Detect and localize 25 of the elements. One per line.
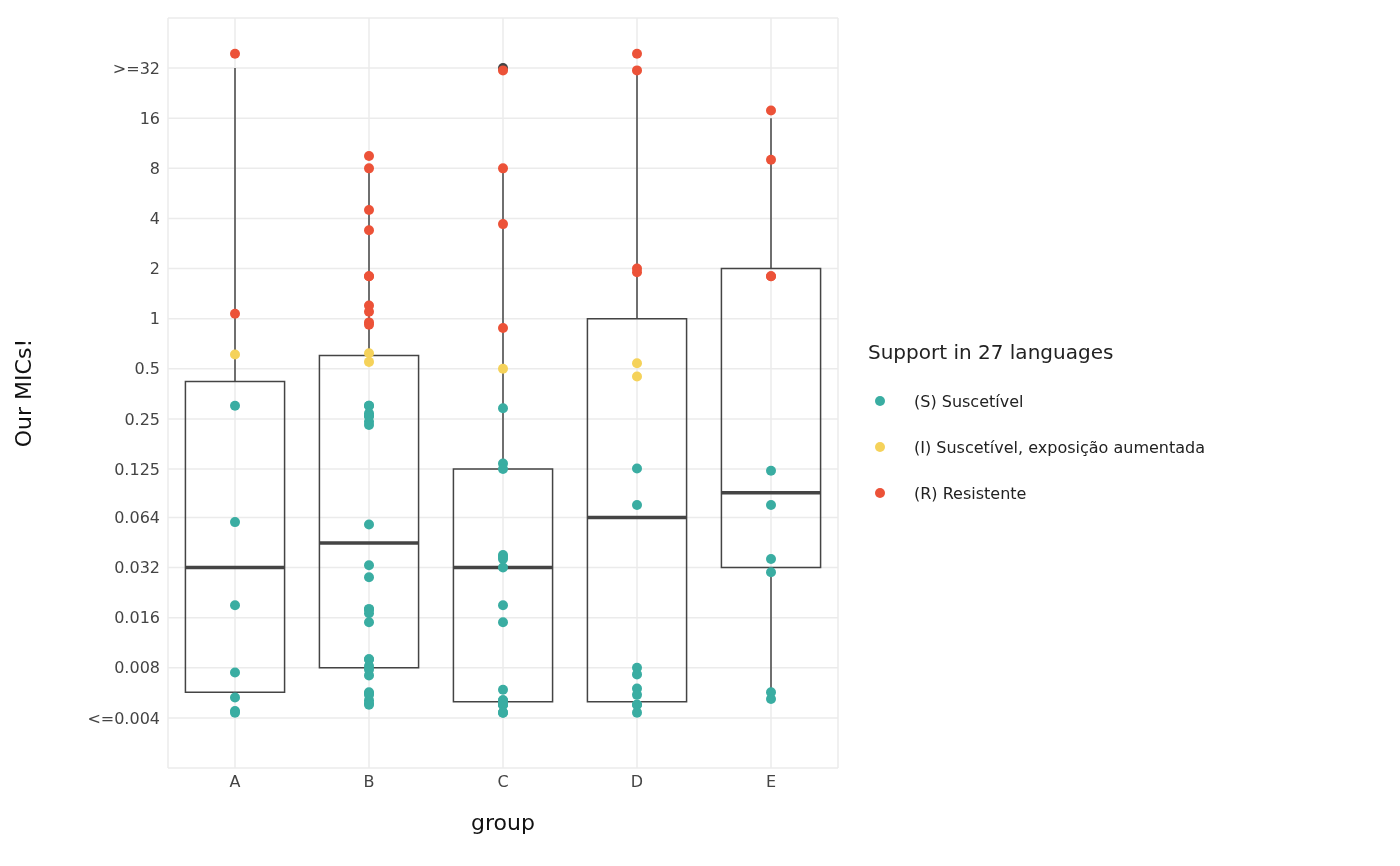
x-tick-label: D — [630, 772, 644, 792]
y-tick-label: 0.5 — [134, 359, 160, 379]
y-tick-label: 4 — [149, 209, 160, 229]
x-tick-label: B — [363, 772, 375, 792]
y-axis-title: Our MICs! — [10, 338, 36, 448]
y-tick-label: 2 — [149, 259, 160, 279]
legend-label: (S) Suscetível — [914, 391, 1024, 411]
y-tick-label: 0.125 — [114, 459, 160, 479]
x-axis-title: group — [471, 810, 535, 835]
x-tick-label: E — [765, 772, 777, 792]
legend-label: (I) Suscetível, exposição aumentada — [914, 437, 1205, 457]
y-tick-label: 0.064 — [114, 508, 160, 528]
x-tick-label: C — [497, 772, 509, 792]
legend-label: (R) Resistente — [914, 483, 1027, 503]
y-tick-label: 0.008 — [114, 658, 160, 678]
y-tick-label: 8 — [149, 159, 160, 179]
legend-title: Support in 27 languages — [868, 340, 1115, 364]
y-tick-label: 1 — [149, 309, 160, 329]
x-tick-label: A — [229, 772, 241, 792]
y-tick-label: 0.032 — [114, 558, 160, 578]
y-tick-label: >=32 — [112, 58, 160, 78]
y-tick-label: 0.25 — [124, 409, 160, 429]
y-tick-label: 16 — [139, 108, 160, 128]
y-tick-label: 0.016 — [114, 608, 160, 628]
y-tick-label: <=0.004 — [87, 708, 160, 728]
